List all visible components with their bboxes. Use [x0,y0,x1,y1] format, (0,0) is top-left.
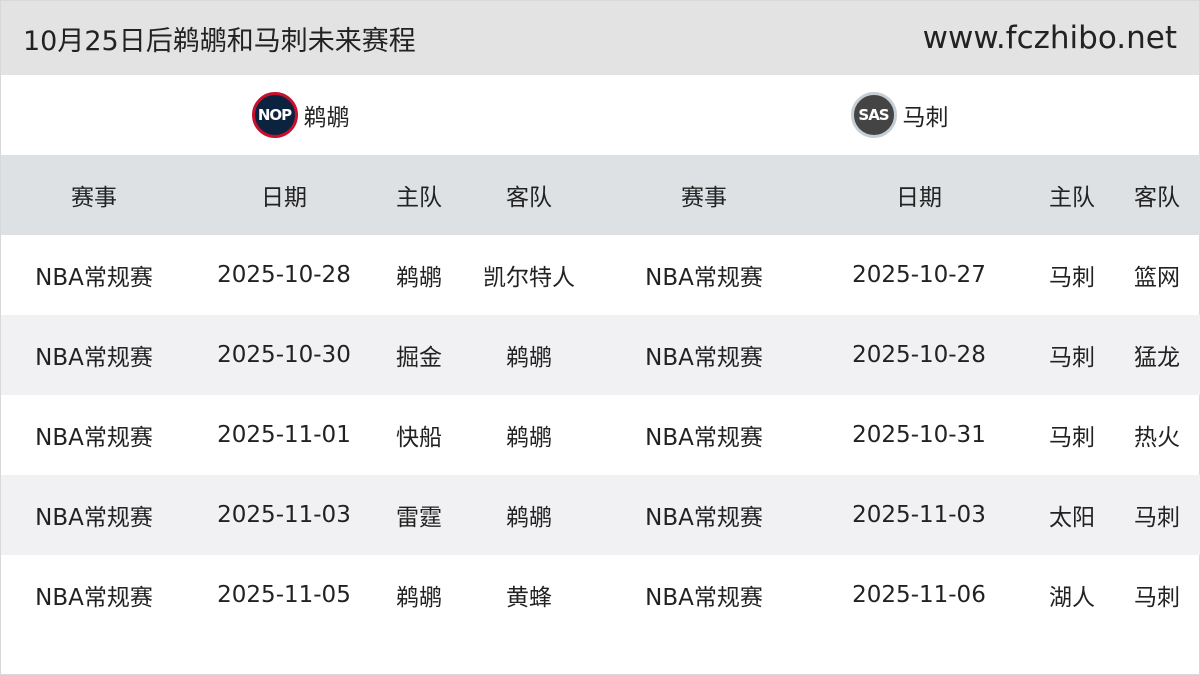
table-cell: 2025-11-05 [217,582,351,608]
table-cell: 太阳 [1049,505,1095,531]
table-cell: NBA常规赛 [645,265,763,291]
table-cell: 2025-10-31 [852,422,986,448]
table-cell: 2025-11-03 [217,502,351,528]
table-row: NBA常规赛 2025-11-03 雷霆 鹈鹕 NBA常规赛 2025-11-03 太阳 马刺 [1,475,1200,555]
column-header: 日期 [261,185,307,211]
table-cell: 2025-10-28 [217,262,351,288]
table-cell: 鹈鹕 [506,425,552,451]
table-cell: 黄蜂 [506,585,552,611]
table-cell: 2025-10-28 [852,342,986,368]
table-cell: 鹈鹕 [506,345,552,371]
table-row: NBA常规赛 2025-11-05 鹈鹕 黄蜂 NBA常规赛 2025-11-06 湖人 马刺 [1,555,1200,635]
table-cell: 鹈鹕 [396,585,442,611]
table-cell: 马刺 [1134,585,1180,611]
table-cell: 2025-11-03 [852,502,986,528]
table-cell: 凯尔特人 [483,265,575,291]
table-cell: 2025-10-27 [852,262,986,288]
title-bar: 10月25日后鹈鹕和马刺未来赛程 www.fczhibo.net [1,1,1199,75]
table-cell: NBA常规赛 [35,505,153,531]
spurs-logo-icon: SAS [850,92,897,138]
table-cell: NBA常规赛 [645,505,763,531]
table-cell: 马刺 [1049,265,1095,291]
teams-row: NOP 鹈鹕 SAS 马刺 [1,75,1199,155]
table-cell: NBA常规赛 [35,345,153,371]
table-cell: 马刺 [1049,345,1095,371]
table-row: NBA常规赛 2025-10-28 鹈鹕 凯尔特人 NBA常规赛 2025-10-27 马刺… [1,235,1200,315]
table-cell: 马刺 [1049,425,1095,451]
table-cell: 快船 [396,425,442,451]
table-cell: 2025-11-01 [217,422,351,448]
table-cell: 篮网 [1134,265,1180,291]
table-cell: NBA常规赛 [35,265,153,291]
column-header: 主队 [396,185,442,211]
table-cell: NBA常规赛 [645,585,763,611]
pelicans-logo-icon: NOP [251,92,298,138]
table-row: NBA常规赛 2025-11-01 快船 鹈鹕 NBA常规赛 2025-10-31 马刺 热火 [1,395,1200,475]
table-row: NBA常规赛 2025-10-30 掘金 鹈鹕 NBA常规赛 2025-10-28 马刺 猛龙 [1,315,1200,395]
table-header: 赛事 日期 主队 客队 赛事 日期 主队 客队 [1,155,1200,235]
team-spurs: SAS 马刺 [600,75,1199,155]
table-cell: NBA常规赛 [35,425,153,451]
table-cell: 鹈鹕 [396,265,442,291]
table-cell: NBA常规赛 [35,585,153,611]
team-name: 马刺 [902,105,949,131]
table-cell: 鹈鹕 [506,505,552,531]
table-cell: NBA常规赛 [645,345,763,371]
column-header: 主队 [1049,185,1095,211]
column-header: 客队 [506,185,552,211]
table-cell: 2025-10-30 [217,342,351,368]
table-body: NBA常规赛 2025-10-28 鹈鹕 凯尔特人 NBA常规赛 2025-10-27 马刺… [1,235,1200,635]
column-header: 客队 [1134,185,1180,211]
table-cell: 掘金 [396,345,442,371]
column-header: 赛事 [681,185,727,211]
table-cell: NBA常规赛 [645,425,763,451]
column-header: 赛事 [71,185,117,211]
table-cell: 猛龙 [1134,345,1180,371]
column-header: 日期 [896,185,942,211]
table-cell: 马刺 [1134,505,1180,531]
page-title: 10月25日后鹈鹕和马刺未来赛程 [23,25,416,57]
table-cell: 雷霆 [396,505,442,531]
table-cell: 热火 [1134,425,1180,451]
schedule-table: 赛事 日期 主队 客队 赛事 日期 主队 客队 NBA常规赛 2025-10-28 鹈鹕 凯尔特人 N… [1,155,1200,635]
team-pelicans: NOP 鹈鹕 [1,75,600,155]
site-url[interactable]: www.fczhibo.net [922,20,1177,56]
table-cell: 2025-11-06 [852,582,986,608]
table-cell: 湖人 [1049,585,1095,611]
team-name: 鹈鹕 [303,105,350,131]
